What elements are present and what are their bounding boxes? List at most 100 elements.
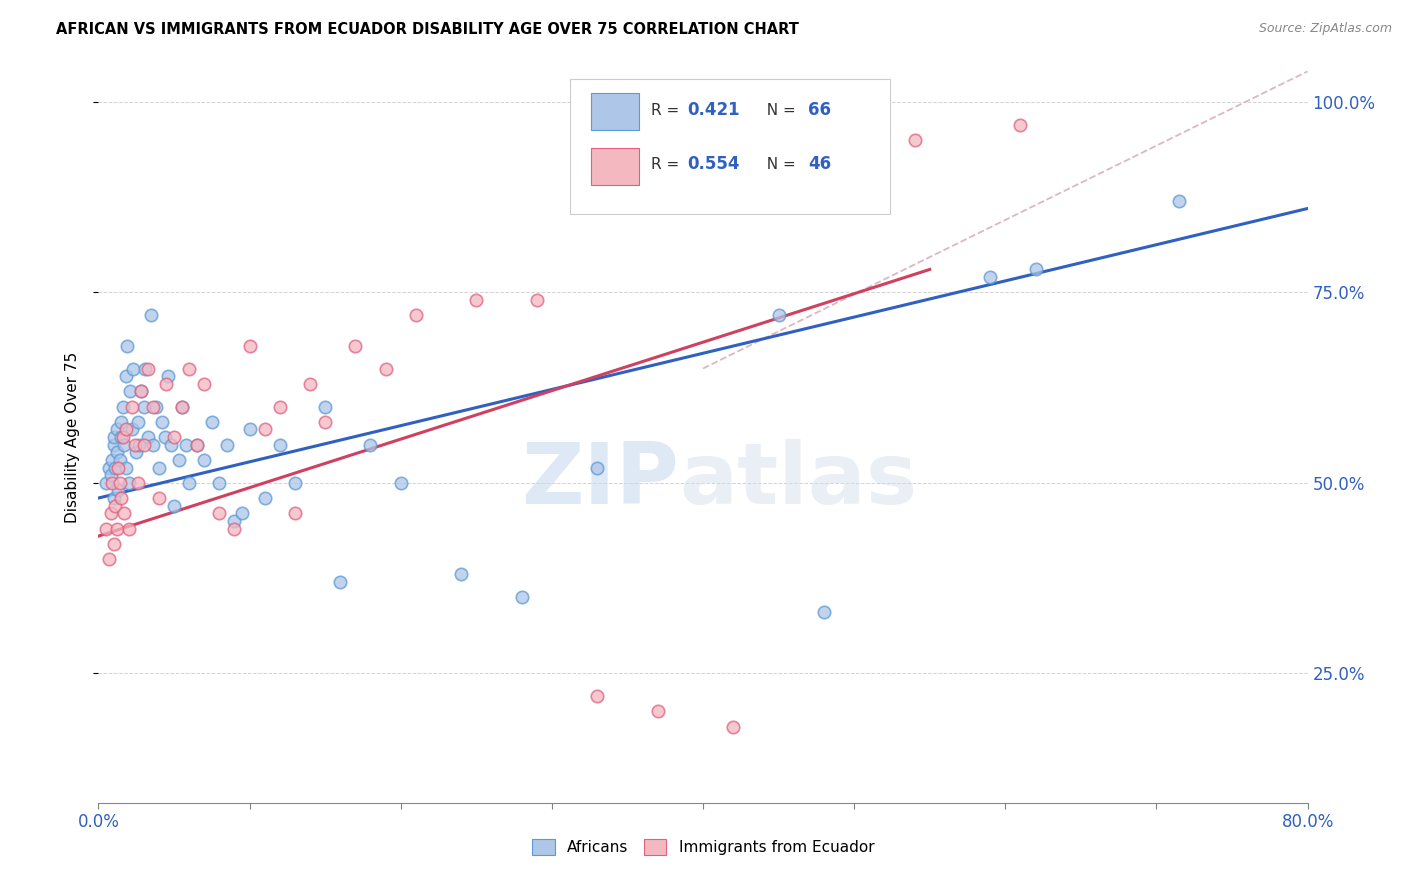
Point bbox=[163, 430, 186, 444]
Point bbox=[128, 438, 150, 452]
Point bbox=[465, 293, 488, 307]
Point bbox=[284, 506, 307, 520]
Point bbox=[253, 491, 276, 505]
Point bbox=[405, 308, 427, 322]
FancyBboxPatch shape bbox=[591, 94, 638, 130]
Point bbox=[145, 400, 167, 414]
Point bbox=[120, 384, 142, 399]
Text: N =: N = bbox=[758, 157, 801, 172]
Point bbox=[141, 308, 163, 322]
Point bbox=[105, 445, 128, 459]
Point bbox=[269, 400, 291, 414]
Point bbox=[101, 475, 124, 490]
Point bbox=[586, 460, 609, 475]
Point bbox=[586, 689, 609, 703]
Text: 66: 66 bbox=[808, 101, 831, 120]
Text: 0.421: 0.421 bbox=[688, 101, 740, 120]
Point bbox=[132, 438, 155, 452]
Point bbox=[148, 491, 170, 505]
Point bbox=[104, 460, 127, 475]
Text: R =: R = bbox=[651, 157, 685, 172]
Point bbox=[374, 361, 396, 376]
Point bbox=[768, 308, 790, 322]
Point bbox=[142, 438, 165, 452]
Point bbox=[224, 514, 246, 528]
Point bbox=[103, 491, 125, 505]
Point bbox=[904, 133, 927, 147]
Point bbox=[114, 460, 136, 475]
Point bbox=[450, 567, 472, 582]
Point bbox=[127, 475, 149, 490]
Point bbox=[201, 415, 224, 429]
Point bbox=[127, 415, 149, 429]
Legend: Africans, Immigrants from Ecuador: Africans, Immigrants from Ecuador bbox=[526, 833, 880, 861]
Point bbox=[314, 415, 336, 429]
Point bbox=[979, 270, 1001, 285]
Point bbox=[103, 430, 125, 444]
Point bbox=[94, 521, 117, 535]
Point bbox=[110, 491, 132, 505]
Point bbox=[142, 400, 165, 414]
Point bbox=[129, 384, 152, 399]
Point bbox=[108, 453, 131, 467]
Point bbox=[239, 338, 262, 352]
Point bbox=[122, 361, 145, 376]
Point bbox=[132, 400, 155, 414]
Point bbox=[156, 369, 179, 384]
Text: ZIP: ZIP bbox=[522, 440, 679, 523]
Text: N =: N = bbox=[758, 103, 801, 118]
Point bbox=[253, 422, 276, 436]
Point bbox=[269, 438, 291, 452]
Point bbox=[1168, 194, 1191, 208]
Point bbox=[526, 293, 548, 307]
Point bbox=[1024, 262, 1046, 277]
Point bbox=[134, 361, 156, 376]
Point bbox=[103, 537, 125, 551]
Point bbox=[112, 438, 135, 452]
Text: 0.554: 0.554 bbox=[688, 155, 740, 173]
Point bbox=[115, 338, 138, 352]
Point bbox=[723, 720, 745, 734]
Point bbox=[231, 506, 253, 520]
Text: 46: 46 bbox=[808, 155, 831, 173]
Point bbox=[110, 430, 132, 444]
Point bbox=[510, 590, 533, 604]
Point bbox=[360, 438, 382, 452]
Point bbox=[1010, 118, 1032, 132]
Point bbox=[136, 361, 159, 376]
Point bbox=[125, 445, 148, 459]
Point bbox=[186, 438, 208, 452]
Point bbox=[179, 361, 201, 376]
Point bbox=[179, 475, 201, 490]
Point bbox=[100, 468, 122, 483]
FancyBboxPatch shape bbox=[591, 148, 638, 185]
Point bbox=[813, 605, 835, 619]
Point bbox=[114, 369, 136, 384]
FancyBboxPatch shape bbox=[569, 78, 890, 214]
Point bbox=[107, 460, 129, 475]
Point bbox=[124, 438, 146, 452]
Point bbox=[118, 475, 141, 490]
Point bbox=[163, 499, 186, 513]
Point bbox=[239, 422, 262, 436]
Point bbox=[167, 453, 190, 467]
Point bbox=[98, 552, 121, 566]
Point bbox=[114, 422, 136, 436]
Point bbox=[299, 376, 322, 391]
Point bbox=[110, 415, 132, 429]
Y-axis label: Disability Age Over 75: Disability Age Over 75 bbox=[65, 351, 80, 523]
Point bbox=[150, 415, 173, 429]
Point bbox=[101, 453, 124, 467]
Point bbox=[224, 521, 246, 535]
Point bbox=[284, 475, 307, 490]
Point bbox=[103, 438, 125, 452]
Point bbox=[136, 430, 159, 444]
Point bbox=[129, 384, 152, 399]
Point bbox=[170, 400, 193, 414]
Point bbox=[647, 705, 669, 719]
Point bbox=[174, 438, 197, 452]
Point bbox=[107, 483, 129, 498]
Text: R =: R = bbox=[651, 103, 685, 118]
Point bbox=[98, 460, 121, 475]
Point bbox=[112, 506, 135, 520]
